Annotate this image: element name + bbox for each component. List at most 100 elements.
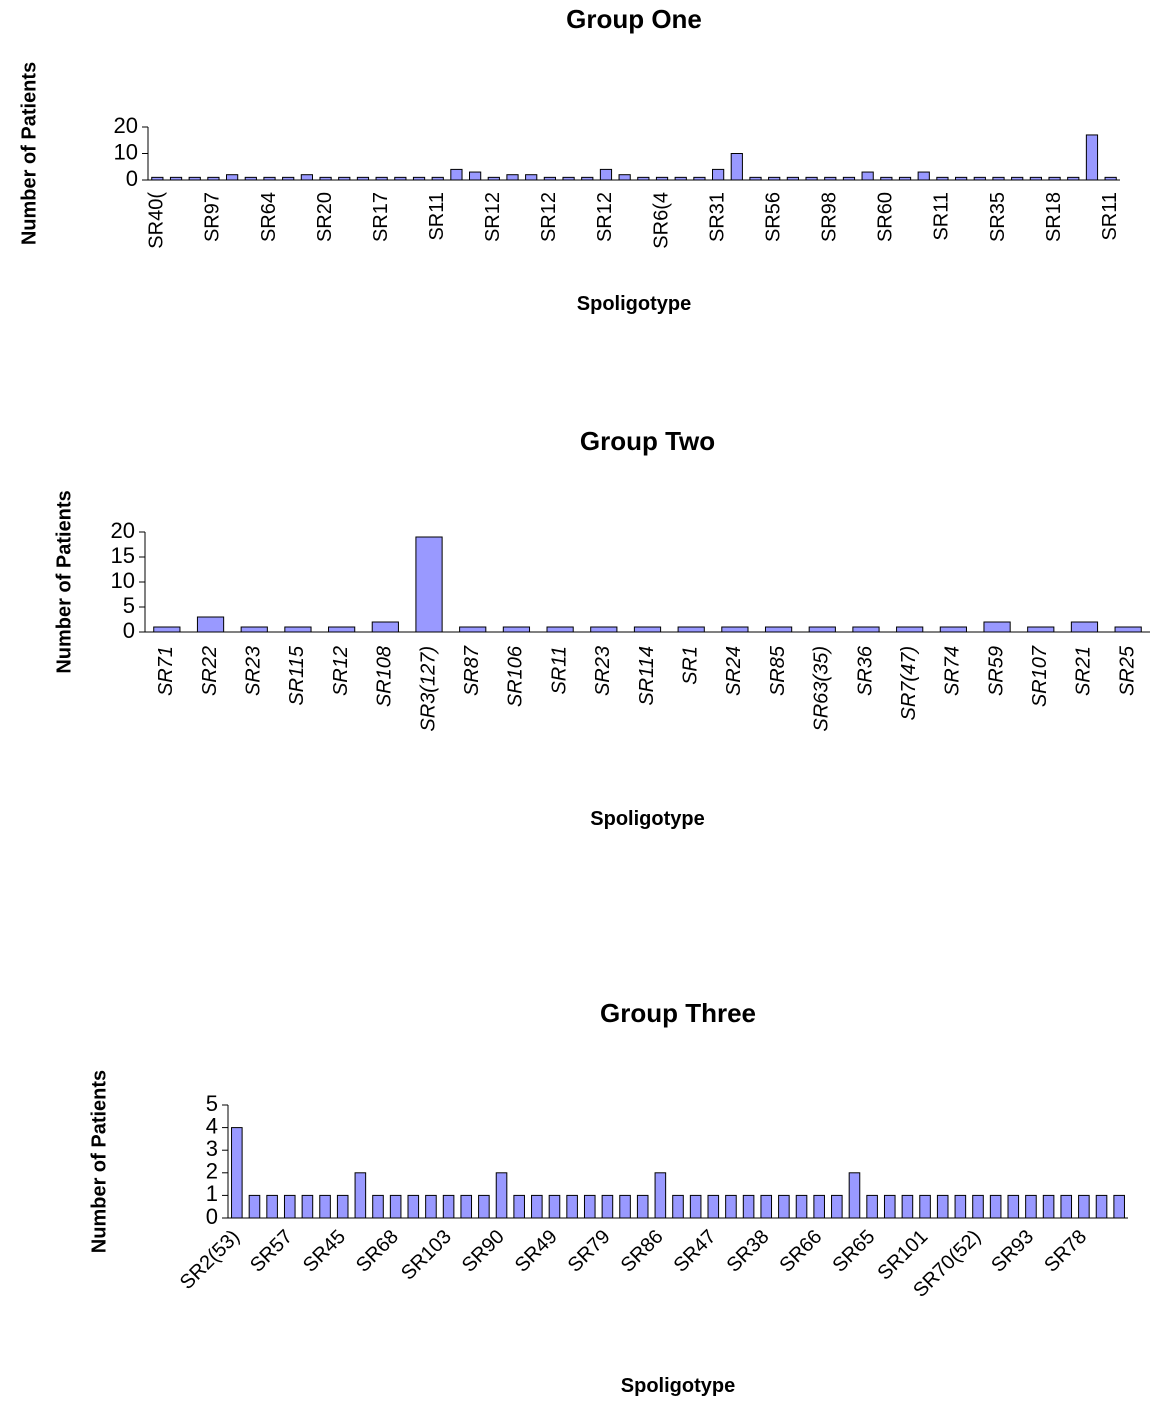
chart-title: Group One <box>566 4 702 34</box>
x-tick-label: SR107 <box>1029 645 1051 707</box>
bar <box>459 626 487 633</box>
y-tick-label: 20 <box>111 518 135 543</box>
bar <box>674 176 687 181</box>
bar <box>618 174 631 181</box>
y-tick-label: 0 <box>206 1204 218 1229</box>
bar <box>151 176 164 181</box>
bar <box>654 1172 667 1219</box>
bar <box>450 168 463 181</box>
bar <box>153 626 181 633</box>
bar <box>583 1194 596 1219</box>
y-axis-title: Number of Patients <box>53 490 75 673</box>
bar <box>764 626 793 633</box>
bar <box>1085 134 1099 181</box>
bar <box>749 176 762 181</box>
x-tick-label: SR21 <box>1073 646 1095 696</box>
bar <box>896 626 924 633</box>
bar <box>655 176 669 181</box>
bar <box>371 621 399 633</box>
bar <box>1067 176 1080 181</box>
bar <box>725 1194 737 1219</box>
y-tick-label: 1 <box>206 1181 218 1206</box>
x-tick-label: SR1 <box>679 646 701 685</box>
bar <box>319 176 332 181</box>
y-axis-title: Number of Patients <box>18 62 40 245</box>
bar <box>1078 1194 1090 1219</box>
bar <box>226 174 239 181</box>
x-tick-label: SR6(4 <box>650 192 672 249</box>
bar <box>795 1194 808 1219</box>
bar <box>842 176 856 181</box>
bar <box>469 171 482 181</box>
bar <box>169 176 183 181</box>
bar <box>939 626 967 633</box>
x-tick-label: SR11 <box>931 192 953 241</box>
bar <box>1027 626 1055 633</box>
bar <box>244 176 257 181</box>
x-tick-label: SR2(53) <box>176 1226 244 1294</box>
chart-title: Group Two <box>580 426 715 456</box>
x-tick-label: SR97 <box>202 192 224 242</box>
bar <box>712 168 725 181</box>
bar <box>460 1194 473 1219</box>
y-tick-label: 2 <box>206 1159 218 1184</box>
bar <box>356 176 370 181</box>
bar <box>266 1194 278 1219</box>
bar <box>1025 1194 1037 1219</box>
bar <box>581 176 594 181</box>
bar <box>1011 176 1024 181</box>
bar <box>1007 1194 1020 1219</box>
bar <box>354 1172 367 1219</box>
bar <box>495 1172 508 1219</box>
bar <box>936 176 949 181</box>
x-tick-label: SR98 <box>819 192 841 242</box>
bar <box>412 176 426 181</box>
bar <box>983 621 1011 633</box>
bar <box>431 176 444 181</box>
bar <box>196 616 225 633</box>
y-tick-label: 0 <box>123 618 135 643</box>
bar <box>730 153 743 181</box>
x-tick-label: SR71 <box>155 646 177 696</box>
bar <box>546 626 574 633</box>
bar <box>831 1194 843 1219</box>
x-tick-label: SR11 <box>426 192 448 241</box>
bar <box>375 176 388 181</box>
x-tick-label: SR90 <box>458 1226 509 1277</box>
bar <box>328 626 356 633</box>
bar <box>525 174 538 181</box>
bar <box>319 1194 331 1219</box>
x-tick-label: SR108 <box>374 646 396 707</box>
x-tick-label: SR49 <box>511 1226 562 1277</box>
bar <box>901 1194 914 1219</box>
x-tick-label: SR12 <box>594 192 616 242</box>
bar <box>1104 176 1117 181</box>
bar <box>284 626 312 633</box>
x-tick-label: SR66 <box>776 1226 827 1277</box>
x-tick-label: SR12 <box>482 192 504 242</box>
bar <box>415 536 443 633</box>
x-tick-label: SR59 <box>985 646 1007 696</box>
x-tick-label: SR22 <box>199 646 221 696</box>
y-tick-label: 20 <box>114 113 138 138</box>
x-tick-label: SR45 <box>299 1226 350 1277</box>
bar <box>248 1194 261 1219</box>
bar <box>786 176 799 181</box>
bar <box>1095 1194 1108 1219</box>
x-axis-title: Spoligotype <box>590 808 704 830</box>
bar <box>768 176 781 181</box>
bar <box>590 626 618 633</box>
x-tick-label: SR12 <box>538 192 560 242</box>
bar <box>1070 621 1099 633</box>
x-tick-label: SR7(47) <box>898 646 920 720</box>
bar <box>506 174 519 181</box>
bar <box>1113 1194 1125 1219</box>
x-tick-label: SR11 <box>1099 192 1121 241</box>
bar <box>188 176 201 181</box>
bar <box>742 1194 755 1219</box>
bar <box>1042 1194 1055 1219</box>
x-tick-label: SR65 <box>828 1226 879 1277</box>
x-tick-label: SR63(35) <box>811 646 833 732</box>
bar <box>883 1194 896 1219</box>
